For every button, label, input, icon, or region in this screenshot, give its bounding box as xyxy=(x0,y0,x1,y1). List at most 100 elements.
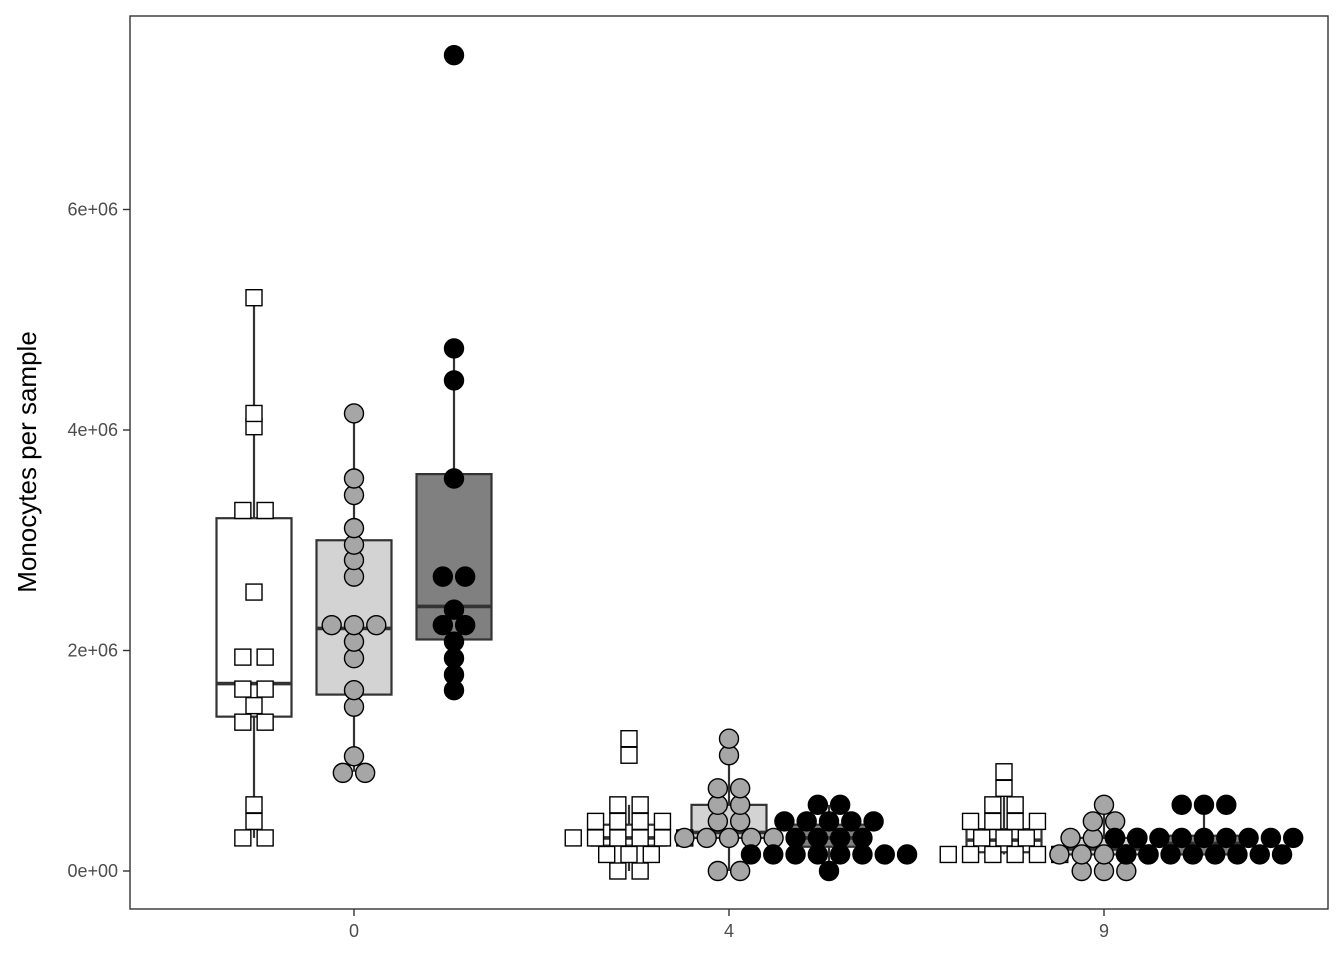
data-point xyxy=(1006,845,1024,864)
data-point xyxy=(1260,827,1282,849)
y-tick-label: 4e+06 xyxy=(67,420,118,440)
data-point xyxy=(564,829,582,847)
data-point xyxy=(696,827,717,849)
data-point xyxy=(973,829,991,847)
data-point xyxy=(1126,827,1148,849)
data-point xyxy=(631,862,649,880)
data-point xyxy=(707,860,729,882)
data-point xyxy=(443,370,465,391)
data-point xyxy=(1193,827,1215,849)
x-tick-label: 9 xyxy=(1099,921,1109,941)
data-point xyxy=(1060,827,1081,849)
data-point xyxy=(984,812,1002,831)
data-point xyxy=(245,583,263,601)
data-point xyxy=(1216,827,1237,849)
data-point xyxy=(256,829,274,847)
data-point xyxy=(729,778,751,799)
data-point xyxy=(740,844,762,865)
data-point xyxy=(332,762,354,784)
data-point xyxy=(245,796,263,814)
data-point xyxy=(234,829,252,847)
data-point xyxy=(443,44,465,66)
data-point xyxy=(807,827,829,849)
data-point xyxy=(1193,794,1215,816)
data-point xyxy=(1049,844,1070,865)
data-point xyxy=(343,614,365,636)
data-point xyxy=(343,517,365,539)
data-point xyxy=(852,827,873,849)
data-point xyxy=(256,713,274,731)
data-point xyxy=(774,811,795,832)
points-layer xyxy=(234,44,1304,882)
data-point xyxy=(1149,827,1170,849)
data-point xyxy=(1093,844,1115,865)
data-point xyxy=(343,403,365,424)
data-point xyxy=(1182,844,1204,865)
data-point xyxy=(1006,796,1024,814)
data-point xyxy=(234,680,252,698)
data-point xyxy=(1104,827,1126,849)
data-point xyxy=(939,845,957,864)
data-point xyxy=(718,728,740,749)
data-point xyxy=(1028,845,1047,864)
data-point xyxy=(598,845,616,864)
data-point xyxy=(586,829,605,847)
data-point xyxy=(707,778,729,799)
data-point xyxy=(1082,811,1104,832)
data-point xyxy=(454,566,476,587)
data-point xyxy=(609,796,627,814)
data-point xyxy=(785,827,806,849)
data-point xyxy=(653,829,672,847)
data-point xyxy=(1017,829,1035,847)
box xyxy=(215,517,293,718)
x-tick-label: 0 xyxy=(349,921,359,941)
data-point xyxy=(961,812,980,831)
data-point xyxy=(586,812,605,831)
data-point xyxy=(653,812,672,831)
data-point xyxy=(443,631,465,652)
boxplot-0-0 xyxy=(215,297,293,838)
data-point xyxy=(343,679,365,701)
data-point xyxy=(984,796,1002,814)
data-point xyxy=(620,746,638,764)
data-point xyxy=(863,811,884,832)
data-point xyxy=(256,680,274,698)
data-point xyxy=(245,696,263,715)
data-point xyxy=(874,844,895,865)
data-point xyxy=(256,501,274,520)
data-point xyxy=(443,338,465,359)
y-tick-label: 2e+06 xyxy=(67,641,118,661)
y-tick-label: 0e+00 xyxy=(67,861,118,881)
data-point xyxy=(1227,844,1248,865)
data-point xyxy=(674,827,695,849)
data-point xyxy=(1171,827,1192,849)
data-point xyxy=(245,812,263,831)
data-point xyxy=(454,614,476,636)
data-point xyxy=(961,845,980,864)
data-point xyxy=(763,844,784,865)
data-point xyxy=(995,763,1013,781)
data-point xyxy=(609,862,627,880)
data-point xyxy=(1249,844,1270,865)
data-point xyxy=(642,845,660,864)
data-point xyxy=(829,827,851,849)
data-point xyxy=(432,566,454,587)
data-point xyxy=(1093,794,1115,816)
data-point xyxy=(620,845,638,864)
y-tick-label: 6e+06 xyxy=(67,200,118,220)
data-point xyxy=(234,501,252,520)
data-point xyxy=(631,796,649,814)
data-point xyxy=(896,844,918,865)
data-point xyxy=(829,794,851,816)
data-point xyxy=(995,829,1013,847)
data-point xyxy=(807,794,829,816)
data-point xyxy=(354,762,376,784)
data-point xyxy=(321,614,342,636)
y-axis-title: Monocytes per sample xyxy=(12,331,42,593)
data-point xyxy=(1160,844,1181,865)
x-tick-label: 4 xyxy=(724,921,734,941)
data-point xyxy=(1028,812,1047,831)
data-point xyxy=(995,779,1013,798)
data-point xyxy=(443,468,465,489)
data-point xyxy=(245,289,263,307)
